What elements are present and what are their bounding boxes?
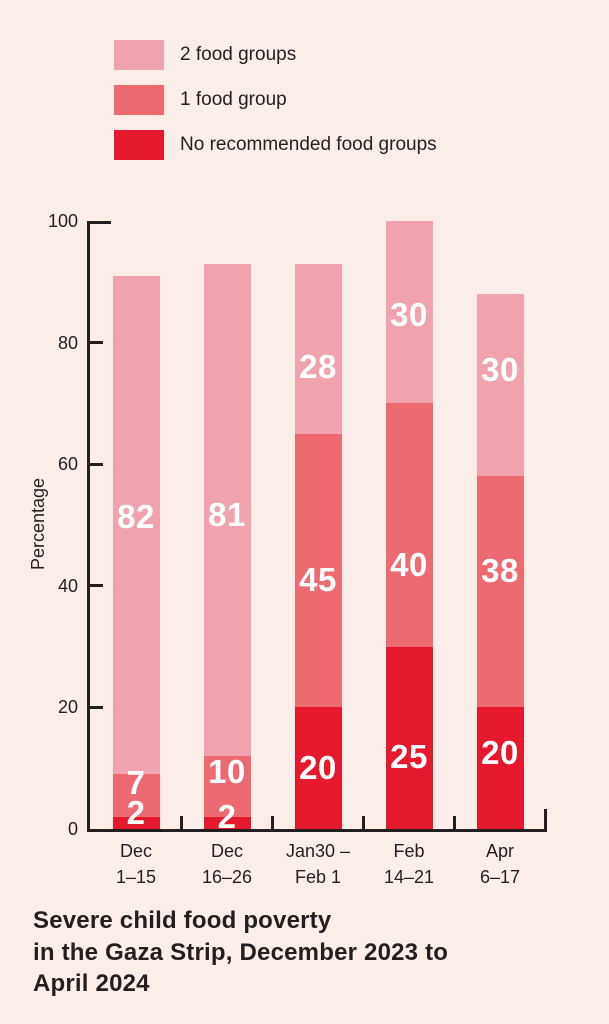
x-axis-tick (271, 816, 274, 829)
x-axis-category-label-line: Feb (393, 841, 425, 861)
x-axis-category-label-line: Dec (210, 841, 243, 861)
bar-segment (112, 275, 160, 775)
legend-item: No recommended food groups (114, 130, 437, 160)
bar-value-label: 10 (208, 752, 246, 790)
x-axis-category-label: Apr 6–17 (450, 838, 550, 890)
x-axis-tick (453, 816, 456, 829)
legend-label: 2 food groups (180, 44, 297, 65)
x-axis-category-label-line: 14–21 (383, 867, 435, 887)
y-axis-tick-label: 20 (57, 697, 78, 718)
x-axis-category-label: Jan30 – Feb 1 (268, 838, 368, 890)
bar-value-label: 25 (390, 738, 428, 776)
x-axis-end-cap (544, 809, 547, 829)
bar-segment (476, 293, 524, 477)
legend-swatch-2-food-groups (114, 40, 164, 70)
x-axis-category-label-line: Dec (119, 841, 152, 861)
chart-title-line: April 2024 (33, 970, 150, 997)
y-axis-tick (90, 584, 103, 588)
y-axis-tick (90, 462, 103, 466)
bar-segment (294, 433, 342, 708)
bar-value-label: 45 (299, 560, 337, 598)
bar-value-label: 20 (481, 734, 519, 771)
bar-segment (112, 774, 160, 817)
bar-segment (385, 403, 433, 647)
bar-segment (203, 756, 251, 817)
y-axis-line (87, 221, 90, 832)
legend-swatch-no-food-groups (114, 130, 164, 160)
legend-swatch-1-food-group (114, 85, 164, 115)
legend-item: 2 food groups (114, 40, 437, 70)
y-axis-tick-label: 80 (57, 332, 78, 353)
bar-value-label: 40 (390, 546, 428, 584)
bar-value-label: 2 (126, 793, 146, 831)
y-axis-tick (90, 341, 103, 345)
chart-legend: 2 food groups 1 food group No recommende… (114, 40, 437, 175)
y-axis-top-cap (87, 221, 111, 224)
y-axis-tick-label: 100 (47, 211, 78, 231)
bar-segment (112, 816, 160, 829)
bar-value-label: 7 (126, 763, 146, 801)
x-axis-category-label: Feb 14–21 (359, 838, 459, 890)
x-axis-category-label-line: 16–26 (201, 867, 253, 887)
x-axis-category-label-line: 1–15 (115, 867, 157, 887)
bar-value-label: 82 (117, 498, 155, 536)
bar-value-label: 30 (390, 296, 428, 334)
legend-label: No recommended food groups (180, 134, 437, 155)
bar-segment (385, 221, 433, 404)
bar-segment (203, 263, 251, 757)
x-axis-category-label-line: Feb 1 (294, 867, 342, 887)
x-axis-category-label-line: Apr (485, 841, 514, 861)
bar-value-label: 81 (208, 496, 246, 534)
y-axis-tick-label: 60 (57, 454, 78, 475)
legend-label: 1 food group (180, 89, 287, 110)
y-axis-tick-label: 40 (57, 575, 78, 596)
x-axis-category-label: Dec 16–26 (177, 838, 277, 890)
bar-value-label: 2 (217, 798, 237, 836)
bar-segment (203, 816, 251, 829)
bar-segment (476, 707, 524, 829)
chart-title: Severe child food poverty in the Gaza St… (33, 905, 593, 1000)
y-axis-title: Percentage (28, 477, 48, 571)
bar-segment (476, 476, 524, 708)
y-axis-tick (90, 705, 103, 709)
chart-title-line: Severe child food poverty (33, 907, 332, 934)
legend-item: 1 food group (114, 85, 437, 115)
y-axis-tick-label: 0 (67, 819, 78, 839)
x-axis-category-label-line: Jan30 – (285, 841, 351, 861)
bar-segment (385, 646, 433, 829)
bar-value-label: 30 (481, 350, 519, 388)
bar-segment (294, 707, 342, 829)
x-axis-category-label-line: 6–17 (479, 867, 521, 887)
bar-value-label: 28 (299, 347, 337, 385)
x-axis-line (87, 829, 547, 832)
bar-value-label: 20 (299, 749, 337, 787)
bar-segment (294, 263, 342, 434)
x-axis-tick (362, 816, 365, 829)
x-axis-category-label: Dec 1–15 (86, 838, 186, 890)
x-axis-tick (180, 816, 183, 829)
chart-title-line: in the Gaza Strip, December 2023 to (33, 938, 449, 966)
bar-value-label: 38 (481, 551, 519, 589)
